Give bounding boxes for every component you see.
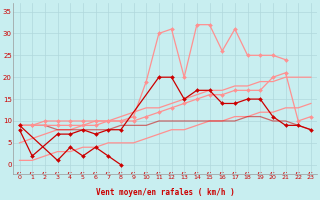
X-axis label: Vent moyen/en rafales ( km/h ): Vent moyen/en rafales ( km/h ) xyxy=(96,188,235,197)
